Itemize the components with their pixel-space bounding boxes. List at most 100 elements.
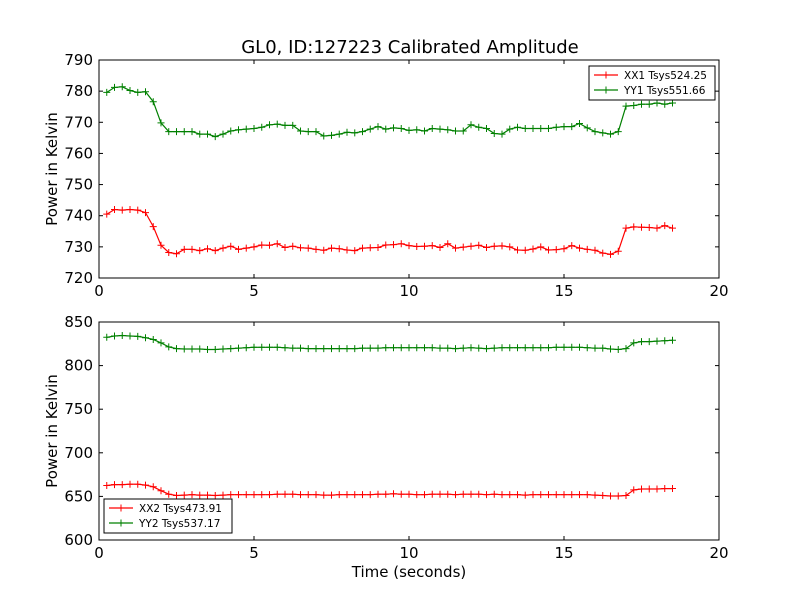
data-point xyxy=(118,206,126,214)
data-point xyxy=(235,126,242,134)
data-point xyxy=(483,243,490,251)
data-point xyxy=(483,491,490,499)
data-point xyxy=(552,246,560,254)
data-point xyxy=(498,130,506,138)
data-point xyxy=(545,344,552,352)
data-point xyxy=(490,344,498,352)
data-point xyxy=(335,245,343,253)
data-point xyxy=(242,125,250,133)
data-point xyxy=(645,100,653,108)
data-point xyxy=(514,246,521,254)
data-point xyxy=(622,345,630,353)
data-point xyxy=(413,491,421,499)
data-point xyxy=(157,119,165,127)
data-point xyxy=(111,83,118,91)
data-point xyxy=(266,121,273,129)
data-point xyxy=(506,243,514,251)
data-point xyxy=(328,244,335,252)
data-point xyxy=(188,491,196,499)
data-point xyxy=(413,126,421,134)
data-point xyxy=(459,344,467,352)
legend xyxy=(103,498,233,534)
data-point xyxy=(351,345,359,353)
data-point xyxy=(103,88,111,96)
data-point xyxy=(467,242,475,250)
y-tick-label: 790 xyxy=(64,51,93,69)
data-point xyxy=(475,123,483,131)
data-point xyxy=(583,491,591,499)
legend xyxy=(588,65,716,101)
data-point xyxy=(444,344,452,352)
data-point xyxy=(180,245,188,253)
y-tick-label: 850 xyxy=(64,313,93,331)
data-point xyxy=(134,206,142,214)
data-point xyxy=(328,491,335,499)
data-point xyxy=(405,344,413,352)
data-point xyxy=(498,242,506,250)
data-point xyxy=(359,128,366,136)
data-point xyxy=(382,125,390,133)
data-point xyxy=(560,245,568,253)
data-point xyxy=(529,491,537,499)
data-point xyxy=(452,491,459,499)
data-point xyxy=(630,101,638,109)
data-point xyxy=(645,338,653,346)
x-tick-label: 15 xyxy=(554,282,573,300)
data-point xyxy=(498,491,506,499)
data-point xyxy=(103,210,111,218)
data-point xyxy=(506,125,514,133)
data-point xyxy=(366,491,374,499)
data-point xyxy=(614,128,622,136)
data-point xyxy=(452,244,459,252)
data-point xyxy=(304,491,312,499)
data-point xyxy=(630,339,638,347)
data-point xyxy=(568,242,576,250)
data-point xyxy=(568,343,576,351)
data-point xyxy=(242,344,250,352)
data-point xyxy=(669,224,676,232)
data-point xyxy=(266,343,273,351)
data-point xyxy=(545,125,552,133)
data-point xyxy=(227,242,235,250)
data-point xyxy=(529,245,537,253)
bottom-chart: 0 5 10 15 20 600 650 700 750 800 850 Power in Kelvi… xyxy=(43,313,729,581)
data-point xyxy=(180,128,188,136)
data-point xyxy=(118,83,126,91)
data-point xyxy=(250,343,258,351)
x-tick-label: 15 xyxy=(554,544,573,562)
data-point xyxy=(173,345,180,353)
data-point xyxy=(661,222,669,230)
data-point xyxy=(173,128,180,136)
data-point xyxy=(374,344,382,352)
data-point xyxy=(180,491,188,499)
data-point xyxy=(576,244,583,252)
data-point xyxy=(397,125,405,133)
data-point xyxy=(142,88,149,96)
data-point xyxy=(142,481,149,489)
data-point xyxy=(591,491,599,499)
y-axis-label: Power in Kelvin xyxy=(43,112,61,226)
data-point xyxy=(568,123,576,131)
y-tick-label: 780 xyxy=(64,82,93,100)
data-point xyxy=(537,344,545,352)
data-point xyxy=(638,485,645,493)
data-point xyxy=(204,345,211,353)
data-point xyxy=(320,491,328,499)
data-point xyxy=(328,131,335,139)
data-point xyxy=(452,345,459,353)
data-point xyxy=(297,491,304,499)
data-point xyxy=(304,244,312,252)
data-point xyxy=(103,333,111,341)
data-point xyxy=(343,246,351,254)
data-point xyxy=(118,481,126,489)
data-point xyxy=(390,124,397,132)
data-point xyxy=(421,491,428,499)
data-point xyxy=(273,120,281,128)
data-point xyxy=(126,480,134,488)
data-point xyxy=(273,490,281,498)
data-point xyxy=(157,487,165,495)
data-point xyxy=(157,339,165,347)
data-point xyxy=(552,123,560,131)
data-point xyxy=(343,128,351,136)
